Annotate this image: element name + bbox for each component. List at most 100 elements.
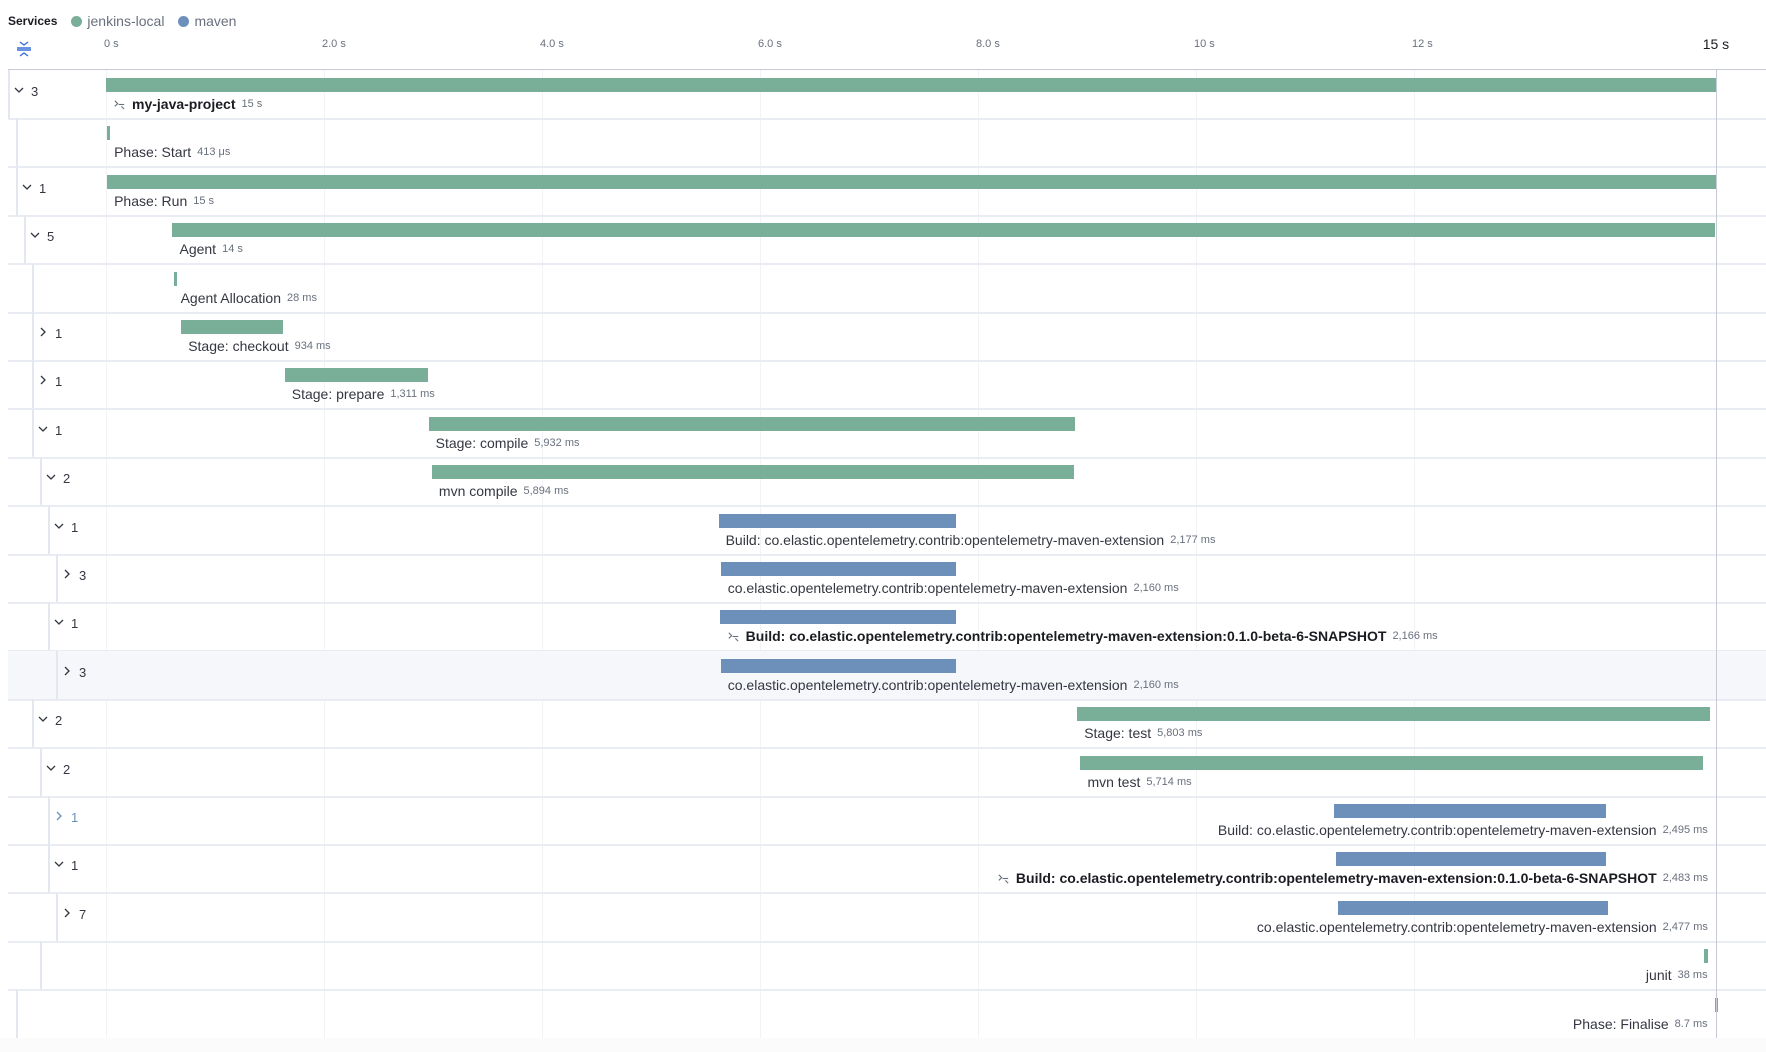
span-label[interactable]: my-java-project 15 s bbox=[113, 96, 262, 112]
span-bar[interactable] bbox=[720, 562, 957, 576]
span-label[interactable]: mvn compile 5,894 ms bbox=[439, 483, 569, 499]
tree-guide-line bbox=[48, 505, 50, 554]
span-row[interactable]: 2 mvn test 5,714 ms bbox=[8, 747, 1766, 798]
span-label[interactable]: Stage: test 5,803 ms bbox=[1084, 725, 1202, 741]
span-row[interactable]: 2 Stage: test 5,803 ms bbox=[8, 699, 1766, 750]
span-label[interactable]: Stage: compile 5,932 ms bbox=[436, 435, 580, 451]
span-duration: 934 ms bbox=[294, 340, 331, 352]
child-count: 1 bbox=[71, 810, 79, 825]
span-row[interactable]: 2 mvn compile 5,894 ms bbox=[8, 457, 1766, 508]
span-bar[interactable] bbox=[1077, 707, 1710, 722]
collapse-toggle[interactable]: 5 bbox=[29, 229, 54, 244]
span-name: Stage: checkout bbox=[188, 338, 289, 354]
span-bar[interactable] bbox=[172, 223, 1715, 238]
span-label[interactable]: Stage: checkout 934 ms bbox=[188, 338, 330, 354]
span-row[interactable]: 3 co.elastic.opentelemetry.contrib:opente… bbox=[8, 650, 1766, 701]
span-bar[interactable] bbox=[1335, 852, 1607, 867]
span-bar[interactable] bbox=[1337, 900, 1608, 915]
expand-toggle[interactable]: 3 bbox=[61, 665, 86, 680]
collapse-all-icon[interactable] bbox=[15, 40, 33, 58]
tree-guide-line bbox=[32, 312, 34, 360]
child-count: 1 bbox=[55, 326, 63, 341]
span-label[interactable]: junit 38 ms bbox=[1646, 967, 1708, 983]
span-row[interactable]: 1 Build: co.elastic.opentelemetry.contrib… bbox=[8, 844, 1766, 895]
span-label[interactable]: Agent Allocation 28 ms bbox=[181, 290, 317, 306]
span-row[interactable]: 1 Build: co.elastic.opentelemetry.contrib… bbox=[8, 505, 1766, 556]
span-row[interactable]: 1 Phase: Run 15 s bbox=[8, 166, 1766, 217]
span-label[interactable]: Phase: Finalise 8.7 ms bbox=[1573, 1016, 1708, 1032]
collapse-toggle[interactable]: 1 bbox=[53, 616, 78, 631]
span-bar[interactable] bbox=[107, 174, 1716, 189]
axis-end-label: 15 s bbox=[1702, 36, 1730, 52]
axis-tick-label: 12 s bbox=[1412, 38, 1433, 50]
footer-area bbox=[0, 1038, 1766, 1052]
collapse-toggle[interactable]: 2 bbox=[45, 762, 70, 777]
axis-tick-label: 2.0 s bbox=[322, 38, 346, 50]
span-label[interactable]: Build: co.elastic.opentelemetry.contrib:… bbox=[727, 628, 1438, 644]
span-row[interactable]: 1 Build: co.elastic.opentelemetry.contrib… bbox=[8, 602, 1766, 653]
chevron-right-icon bbox=[37, 374, 49, 389]
child-count: 3 bbox=[31, 84, 39, 99]
span-bar[interactable] bbox=[284, 368, 428, 383]
chevron-down-icon bbox=[45, 762, 57, 777]
span-bar[interactable] bbox=[720, 658, 957, 673]
span-bar[interactable] bbox=[173, 271, 177, 286]
span-label[interactable]: Build: co.elastic.opentelemetry.contrib:… bbox=[726, 532, 1216, 548]
span-name: co.elastic.opentelemetry.contrib:opentel… bbox=[1256, 918, 1657, 935]
chevron-down-icon bbox=[53, 616, 65, 631]
expand-toggle[interactable]: 1 bbox=[37, 326, 62, 341]
span-row[interactable]: Phase: Start 413 μs bbox=[8, 118, 1766, 169]
span-bar[interactable] bbox=[1334, 804, 1607, 818]
span-link-icon bbox=[997, 872, 1010, 885]
span-row[interactable]: 1 Stage: compile 5,932 ms bbox=[8, 408, 1766, 459]
span-label[interactable]: co.elastic.opentelemetry.contrib:opentel… bbox=[1257, 919, 1708, 935]
span-label[interactable]: Build: co.elastic.opentelemetry.contrib:… bbox=[1218, 822, 1708, 838]
expand-toggle[interactable]: 1 bbox=[53, 810, 78, 825]
span-label[interactable]: Phase: Run 15 s bbox=[114, 193, 214, 209]
span-row[interactable]: 7 co.elastic.opentelemetry.contrib:opente… bbox=[8, 892, 1766, 943]
collapse-toggle[interactable]: 2 bbox=[37, 713, 62, 728]
collapse-toggle[interactable]: 2 bbox=[45, 471, 70, 486]
span-bar[interactable] bbox=[719, 610, 956, 625]
expand-toggle[interactable]: 1 bbox=[37, 374, 62, 389]
tree-guide-line bbox=[56, 892, 58, 941]
span-row[interactable]: Agent Allocation 28 ms bbox=[8, 263, 1766, 314]
span-bar[interactable] bbox=[718, 513, 956, 528]
span-bar[interactable] bbox=[1080, 755, 1704, 770]
expand-toggle[interactable]: 7 bbox=[61, 907, 86, 922]
collapse-toggle[interactable]: 1 bbox=[21, 181, 46, 196]
collapse-toggle[interactable]: 1 bbox=[53, 520, 78, 535]
span-label[interactable]: mvn test 5,714 ms bbox=[1087, 774, 1191, 790]
collapse-toggle[interactable]: 3 bbox=[13, 84, 38, 99]
span-row[interactable]: 1 Build: co.elastic.opentelemetry.contrib… bbox=[8, 796, 1766, 846]
span-row[interactable]: 3 co.elastic.opentelemetry.contrib:opente… bbox=[8, 554, 1766, 604]
tree-guide-line bbox=[48, 602, 50, 651]
span-row[interactable]: 5 Agent 14 s bbox=[8, 215, 1766, 266]
span-row[interactable]: 3 my-java-project 15 s bbox=[8, 70, 1766, 120]
span-row[interactable]: 1 Stage: checkout 934 ms bbox=[8, 312, 1766, 362]
span-bar[interactable] bbox=[107, 126, 111, 141]
service-dot-icon bbox=[178, 15, 190, 27]
span-bar[interactable] bbox=[428, 416, 1076, 431]
span-label[interactable]: Stage: prepare 1,311 ms bbox=[292, 386, 435, 402]
collapse-toggle[interactable]: 1 bbox=[37, 423, 62, 438]
collapse-toggle[interactable]: 1 bbox=[53, 858, 78, 873]
span-duration: 38 ms bbox=[1677, 969, 1708, 982]
span-row[interactable]: junit 38 ms bbox=[8, 941, 1766, 992]
chevron-down-icon bbox=[29, 229, 41, 244]
child-count: 3 bbox=[79, 568, 87, 583]
span-label[interactable]: Build: co.elastic.opentelemetry.contrib:… bbox=[997, 870, 1708, 886]
span-label[interactable]: co.elastic.opentelemetry.contrib:opentel… bbox=[728, 677, 1179, 693]
span-row[interactable]: Phase: Finalise 8.7 ms bbox=[8, 989, 1766, 1040]
span-label[interactable]: co.elastic.opentelemetry.contrib:opentel… bbox=[728, 580, 1179, 596]
expand-toggle[interactable]: 3 bbox=[61, 568, 86, 583]
tree-guide-line bbox=[48, 796, 50, 844]
span-row[interactable]: 1 Stage: prepare 1,311 ms bbox=[8, 360, 1766, 411]
span-bar[interactable] bbox=[1703, 949, 1709, 964]
span-bar[interactable] bbox=[431, 465, 1075, 480]
span-label[interactable]: Phase: Start 413 μs bbox=[114, 144, 230, 160]
span-bar[interactable] bbox=[181, 320, 283, 334]
span-name: my-java-project bbox=[132, 96, 236, 112]
span-bar[interactable] bbox=[106, 78, 1716, 92]
span-label[interactable]: Agent 14 s bbox=[179, 241, 242, 257]
